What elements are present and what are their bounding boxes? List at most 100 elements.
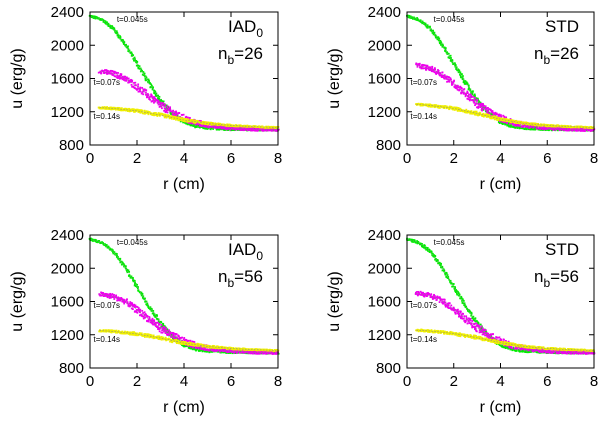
data-point [125, 43, 127, 46]
data-point [131, 304, 134, 307]
data-point [442, 268, 445, 271]
data-point [191, 340, 194, 343]
data-point [453, 109, 456, 111]
data-point [194, 344, 197, 347]
data-point [495, 116, 498, 118]
data-point [150, 310, 153, 312]
data-point [120, 107, 123, 110]
data-point [138, 109, 141, 111]
data-point [216, 349, 219, 352]
data-point [531, 123, 534, 126]
data-point [100, 72, 103, 75]
data-point [174, 333, 177, 335]
data-point [148, 336, 151, 339]
data-point [165, 329, 168, 332]
data-point [416, 242, 419, 245]
data-point [226, 123, 229, 126]
data-point [152, 337, 155, 340]
data-point [153, 97, 155, 100]
data-point [460, 76, 462, 79]
data-point [161, 329, 163, 332]
y-tick-label: 1600 [51, 71, 84, 88]
data-point [153, 112, 156, 114]
time-annotation: t=0.14s [411, 112, 437, 121]
reference-curve [99, 330, 279, 351]
data-point [182, 113, 185, 116]
data-point [496, 119, 499, 121]
data-point [207, 125, 210, 128]
data-point [481, 109, 483, 112]
data-point [112, 296, 114, 298]
data-point [433, 32, 436, 35]
data-point [104, 69, 106, 72]
data-point [469, 89, 472, 92]
data-point [444, 272, 446, 275]
data-point [107, 23, 110, 26]
data-point [136, 306, 139, 308]
data-point [189, 119, 192, 122]
data-point [479, 112, 482, 115]
data-point [222, 123, 225, 126]
data-point [461, 78, 464, 81]
data-point [510, 121, 513, 123]
data-point [421, 103, 424, 106]
data-point [424, 244, 426, 247]
data-point [461, 76, 464, 79]
data-point [164, 336, 167, 339]
y-tick-label: 2000 [368, 37, 401, 54]
data-point [112, 70, 115, 73]
data-point [413, 17, 415, 20]
data-point [119, 297, 122, 300]
data-point [472, 96, 474, 98]
data-point [413, 16, 415, 19]
data-point [113, 75, 116, 78]
data-point [131, 302, 134, 305]
data-point [502, 117, 505, 120]
data-point [225, 125, 228, 127]
data-point [139, 67, 142, 70]
data-point [198, 119, 201, 122]
data-point [223, 126, 226, 128]
data-point [115, 72, 118, 75]
data-point [130, 307, 133, 310]
data-point [118, 297, 121, 300]
data-point [197, 126, 200, 128]
data-point [432, 254, 435, 257]
data-point [194, 119, 196, 122]
data-point [497, 115, 500, 117]
data-point [113, 70, 116, 73]
time-annotation: t=0.045s [117, 15, 148, 24]
data-point [255, 351, 257, 354]
data-point [235, 348, 238, 351]
data-point [230, 124, 232, 127]
data-point [506, 122, 509, 125]
nb-label: nb=26 [218, 44, 263, 67]
data-point [176, 114, 179, 117]
data-point [452, 285, 455, 288]
data-point [102, 292, 105, 295]
data-point [212, 124, 214, 127]
data-point [426, 26, 429, 29]
data-point [477, 114, 479, 117]
data-point [490, 112, 493, 115]
data-point [125, 45, 128, 48]
data-point [485, 109, 488, 112]
data-point [133, 56, 136, 59]
data-point [570, 127, 573, 130]
data-point [158, 335, 161, 338]
data-point [203, 350, 206, 352]
data-point [193, 346, 196, 349]
data-point [487, 108, 490, 111]
data-point [454, 286, 456, 288]
data-point [422, 22, 425, 24]
data-point [446, 52, 449, 54]
data-point [446, 274, 449, 276]
data-point [144, 313, 147, 315]
data-point [427, 66, 430, 69]
data-point [197, 343, 200, 345]
data-point [178, 118, 180, 121]
data-point [140, 294, 143, 297]
data-point [141, 315, 144, 318]
data-point [168, 329, 170, 332]
